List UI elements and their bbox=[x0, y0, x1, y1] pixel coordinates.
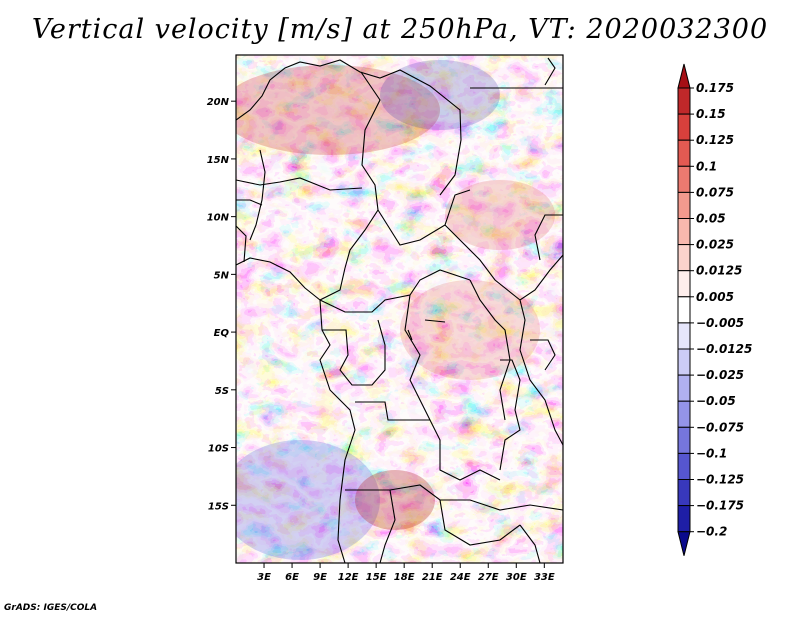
x-tick-label: 18E bbox=[394, 572, 415, 583]
colorbar-swatch bbox=[677, 191, 691, 219]
y-tick-label: 10N bbox=[207, 213, 230, 224]
colorbar-label: −0.2 bbox=[696, 525, 727, 539]
colorbar-swatch bbox=[677, 165, 691, 193]
x-axis: 3E 6E 9E 12E 15E 18E 21E 24E 27E 30E 33E bbox=[257, 563, 555, 583]
x-tick-label: 15E bbox=[366, 572, 387, 583]
colorbar-label: −0.175 bbox=[696, 499, 744, 513]
x-tick-label: 9E bbox=[313, 572, 327, 583]
colorbar-swatch bbox=[677, 270, 691, 298]
colorbar-swatch bbox=[677, 400, 691, 428]
colorbar-label: −0.0125 bbox=[696, 342, 752, 356]
colorbar-label: 0.05 bbox=[696, 212, 726, 226]
colorbar-label: 0.025 bbox=[696, 238, 734, 252]
colorbar-swatch bbox=[677, 113, 691, 141]
colorbar-swatch bbox=[677, 296, 691, 324]
x-tick-label: 6E bbox=[285, 572, 299, 583]
colorbar-label: −0.075 bbox=[696, 420, 744, 434]
broad-patterns bbox=[236, 60, 555, 560]
y-tick-label: EQ bbox=[214, 328, 230, 339]
colorbar-swatch bbox=[677, 218, 691, 246]
coastlines-borders bbox=[236, 57, 563, 563]
colorbar-label: 0.005 bbox=[696, 290, 734, 304]
x-tick-label: 21E bbox=[422, 572, 443, 583]
y-tick-label: 10S bbox=[208, 444, 229, 455]
colorbar-label: 0.0125 bbox=[696, 264, 742, 278]
colorbar-swatch bbox=[677, 244, 691, 272]
colorbar-label: −0.05 bbox=[696, 394, 736, 408]
colorbar-swatch bbox=[677, 479, 691, 507]
x-tick-label: 33E bbox=[534, 572, 555, 583]
colorbar-swatch bbox=[677, 139, 691, 167]
x-tick-label: 12E bbox=[338, 572, 359, 583]
grads-credit: GrADS: IGES/COLA bbox=[4, 603, 98, 613]
x-tick-label: 3E bbox=[257, 572, 271, 583]
colorbar-label: 0.175 bbox=[696, 81, 734, 95]
colorbar-label: −0.1 bbox=[696, 446, 727, 460]
colorbar-swatch bbox=[677, 426, 691, 454]
colorbar-bottom-arrow bbox=[677, 531, 691, 556]
x-tick-label: 24E bbox=[450, 572, 471, 583]
y-tick-label: 5N bbox=[214, 270, 230, 281]
colorbar-swatch bbox=[677, 374, 691, 402]
y-tick-label: 15N bbox=[207, 155, 230, 166]
y-tick-label: 20N bbox=[207, 97, 230, 108]
chart-title: Vertical velocity [m/s] at 250hPa, VT: 2… bbox=[31, 14, 769, 45]
colorbar-swatch bbox=[677, 322, 691, 350]
colorbar-label: −0.125 bbox=[696, 473, 744, 487]
y-tick-label: 15S bbox=[208, 501, 229, 512]
colorbar: 0.175 0.15 0.125 0.1 0.075 0.05 0.025 0.0125 0.0… bbox=[677, 63, 752, 556]
colorbar-label: 0.075 bbox=[696, 185, 734, 199]
x-tick-label: 30E bbox=[506, 572, 527, 583]
colorbar-label: 0.125 bbox=[696, 133, 734, 147]
colorbar-swatch bbox=[677, 452, 691, 480]
y-axis: 20N 15N 10N 5N EQ 5S 10S 15S bbox=[207, 97, 236, 512]
colorbar-label: −0.025 bbox=[696, 368, 744, 382]
colorbar-swatch bbox=[677, 87, 691, 115]
x-tick-label: 27E bbox=[478, 572, 499, 583]
colorbar-label: −0.005 bbox=[696, 316, 744, 330]
colorbar-label: 0.1 bbox=[696, 159, 717, 173]
colorbar-swatch bbox=[677, 505, 691, 533]
plot-frame bbox=[235, 54, 564, 564]
y-tick-label: 5S bbox=[215, 386, 229, 397]
plot-area bbox=[235, 54, 564, 564]
colorbar-top-arrow bbox=[677, 63, 691, 89]
colorbar-swatch bbox=[677, 348, 691, 376]
colorbar-label: 0.15 bbox=[696, 107, 726, 121]
